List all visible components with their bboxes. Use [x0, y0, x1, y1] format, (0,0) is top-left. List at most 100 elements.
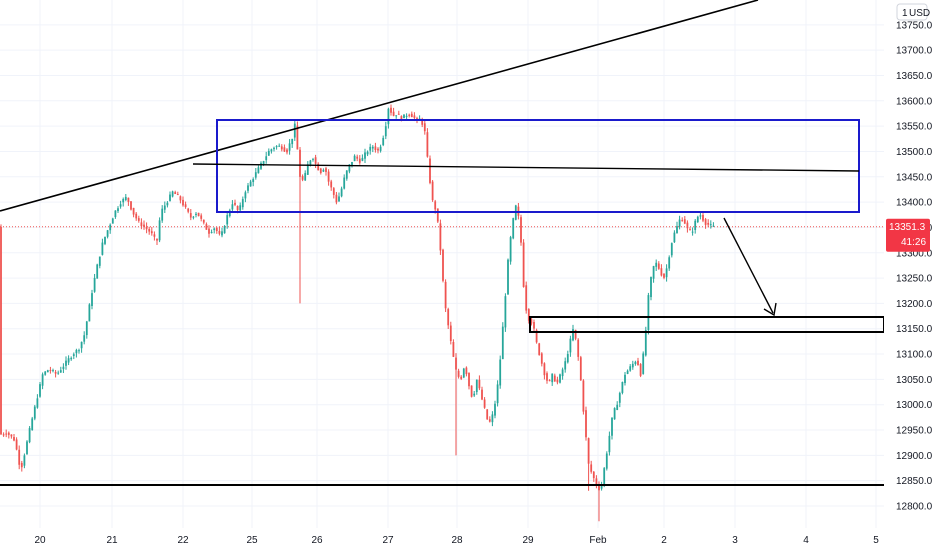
candle-body [462, 368, 465, 378]
candle-body [405, 115, 408, 117]
candle-body [317, 163, 320, 171]
candle-body [98, 256, 101, 266]
candle-body [595, 478, 598, 486]
candle-body [390, 107, 392, 113]
candle-body [80, 341, 83, 349]
candle-body [18, 449, 21, 465]
candle-body [150, 231, 153, 234]
candle-body [392, 111, 395, 116]
candle-body [312, 159, 314, 161]
candle-body [65, 360, 67, 366]
candle-body [135, 213, 138, 219]
candle-body [556, 379, 559, 383]
candle-body [236, 205, 239, 211]
candle-body [488, 419, 491, 422]
candle-body [353, 155, 356, 162]
candle-body [439, 223, 442, 251]
candle-body [647, 295, 650, 330]
candle-body [345, 170, 348, 179]
candle-body [189, 213, 192, 218]
candle-body [304, 173, 307, 181]
candle-body [288, 143, 291, 151]
candle-body [546, 373, 548, 381]
candle-body [343, 177, 346, 189]
candle-body [603, 468, 606, 486]
price-tick-label: 13700.0 [896, 46, 932, 57]
candle-body [634, 361, 637, 365]
projection-arrow-head[interactable] [763, 302, 777, 317]
price-scale[interactable]: 12800.0 12850.0 12900.0 12950.0 13000.0 13050… [884, 0, 932, 550]
candle-body [351, 161, 353, 166]
candle-body [631, 363, 634, 368]
candle-body [501, 326, 504, 360]
candle-body [52, 370, 54, 372]
candle-body [262, 161, 265, 165]
candle-body [686, 222, 689, 229]
price-tick-label: 13750.0 [896, 20, 932, 31]
candle-body [223, 226, 226, 234]
candle-body [377, 148, 379, 151]
candle-body [31, 418, 34, 431]
candle-body [291, 138, 294, 145]
candle-body [332, 188, 335, 195]
candle-body [156, 238, 158, 241]
candle-body [179, 196, 182, 201]
candle-body [62, 366, 65, 370]
mid-zone-line[interactable] [192, 163, 860, 172]
candle-body [512, 218, 515, 239]
candle-body [148, 229, 151, 232]
candle-body [59, 370, 62, 373]
trend-line[interactable] [0, 0, 759, 212]
candle-body [67, 358, 70, 363]
candle-body [543, 363, 546, 376]
price-tick-label: 13050.0 [896, 375, 932, 386]
candle-body [457, 370, 460, 377]
candle-body [88, 304, 91, 322]
candle-body [429, 158, 431, 183]
price-tick-label: 13150.0 [896, 324, 932, 335]
currency-label: USD [909, 8, 930, 19]
candle-body [535, 330, 538, 343]
candle-body [668, 257, 671, 269]
candle-body [252, 179, 255, 183]
currency-selector[interactable]: 1 USD [896, 3, 930, 21]
candle-body [46, 370, 49, 373]
resistance-zone-rectangle[interactable] [216, 119, 860, 213]
candle-body [249, 181, 252, 187]
bar-countdown-label: 41:26 [901, 237, 926, 248]
candle-body [509, 237, 512, 262]
time-tick-label: 28 [451, 535, 463, 546]
candle-body [145, 226, 148, 230]
candle-body [423, 123, 426, 132]
candle-body [468, 372, 470, 387]
candle-body [208, 228, 210, 234]
candle-body [330, 181, 333, 188]
candle-body [299, 149, 301, 177]
candle-body [387, 108, 390, 125]
candle-body [699, 215, 702, 217]
candle-body [122, 199, 125, 203]
time-scale[interactable]: 20 21 22 25 26 27 28 29 Feb 2 3 4 5 [0, 528, 884, 550]
candle-body [663, 273, 665, 278]
price-tick-label: 13600.0 [896, 96, 932, 107]
candle-body [327, 171, 330, 182]
candle-body [639, 364, 642, 376]
candle-body [382, 137, 385, 146]
price-tick-label: 12850.0 [896, 476, 932, 487]
candle-body [104, 236, 106, 244]
candle-body [265, 156, 268, 161]
candle-body [221, 231, 223, 236]
candle-body [202, 219, 205, 223]
candle-body [41, 374, 44, 386]
candle-body [561, 369, 564, 377]
candle-body [39, 384, 41, 397]
candle-body [379, 146, 382, 151]
candle-body [538, 343, 541, 355]
candle-body [431, 181, 434, 201]
projection-arrow-shaft[interactable] [723, 217, 774, 314]
time-tick-label: 25 [246, 535, 258, 546]
time-tick-label: 5 [873, 535, 879, 546]
candle-body [455, 357, 457, 370]
candle-body [582, 380, 585, 412]
